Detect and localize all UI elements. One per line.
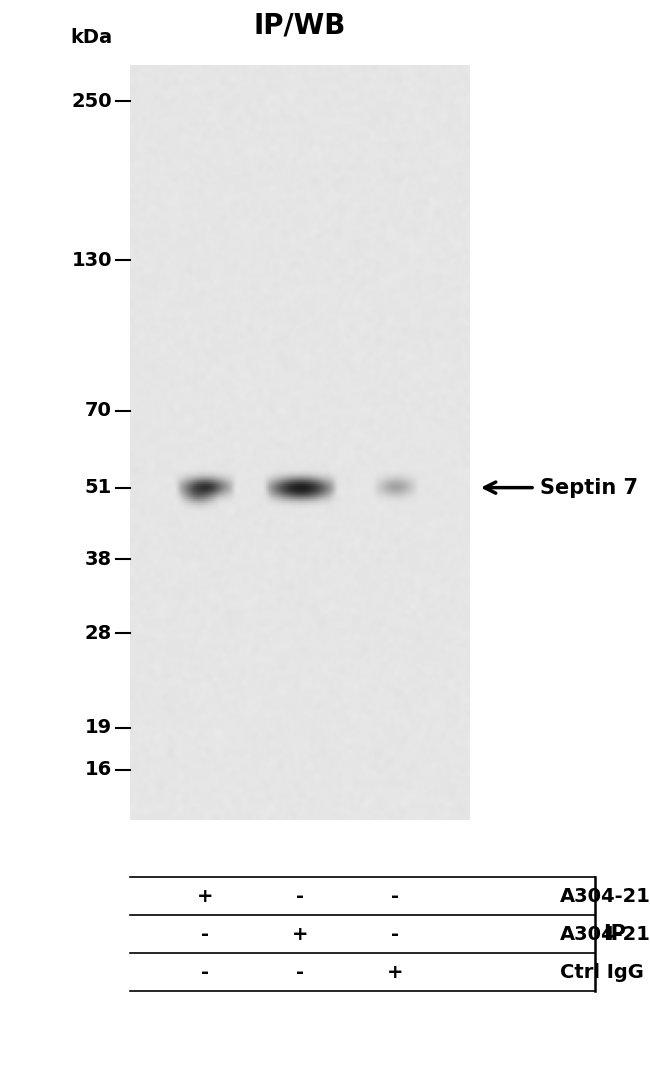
Text: +: + (387, 962, 404, 982)
Text: 28: 28 (84, 624, 112, 643)
Text: A304-212A: A304-212A (560, 887, 650, 905)
Text: 70: 70 (85, 401, 112, 420)
Text: 51: 51 (84, 478, 112, 497)
Text: -: - (391, 925, 399, 943)
Text: kDa: kDa (70, 28, 112, 47)
Text: -: - (296, 887, 304, 905)
Text: +: + (292, 925, 308, 943)
Text: Septin 7: Septin 7 (540, 477, 638, 498)
Text: -: - (296, 962, 304, 982)
Text: -: - (201, 925, 209, 943)
Text: IP: IP (603, 924, 626, 943)
Text: 16: 16 (84, 760, 112, 779)
Text: IP/WB: IP/WB (254, 12, 346, 40)
Text: 250: 250 (72, 92, 112, 110)
Text: A304-213A: A304-213A (560, 925, 650, 943)
Text: +: + (196, 887, 213, 905)
Text: 38: 38 (85, 549, 112, 569)
Text: 130: 130 (72, 250, 112, 270)
Text: -: - (391, 887, 399, 905)
Text: 19: 19 (85, 719, 112, 737)
Text: -: - (201, 962, 209, 982)
Text: Ctrl IgG: Ctrl IgG (560, 962, 644, 982)
